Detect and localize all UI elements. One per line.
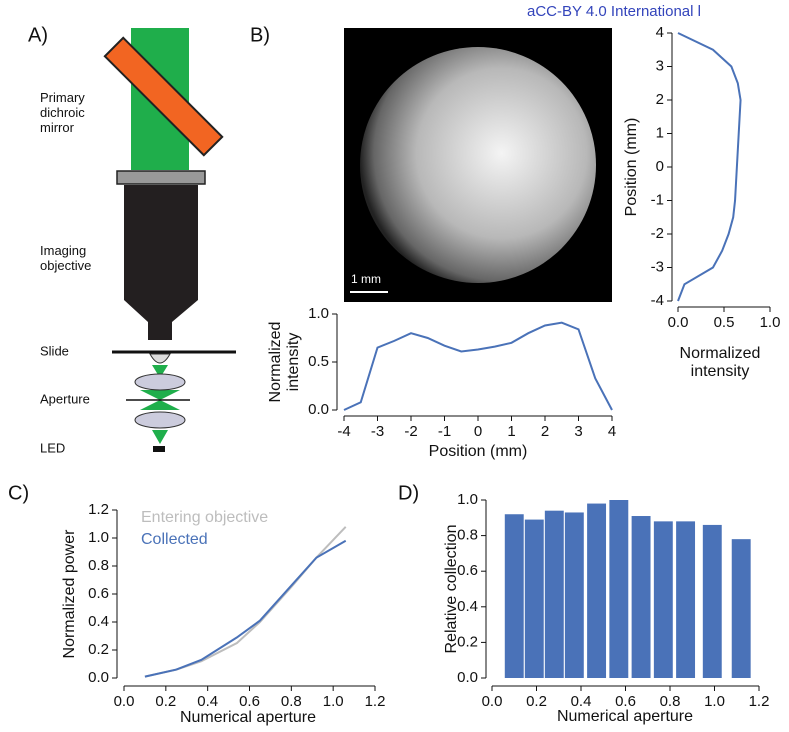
x-axis-label: Position (mm) bbox=[428, 443, 528, 460]
x-axis-label: Numerical aperture bbox=[179, 709, 317, 726]
y-tick-label: 1.0 bbox=[88, 529, 109, 546]
diagram-label: LED bbox=[40, 440, 65, 455]
bar bbox=[524, 519, 544, 678]
x-tick-label: 0.6 bbox=[615, 693, 636, 710]
y-tick-label: 1.0 bbox=[457, 491, 478, 508]
y-tick-label: 0.2 bbox=[457, 633, 478, 650]
y-tick-label: 0.8 bbox=[88, 557, 109, 574]
microscope-diagram bbox=[103, 28, 236, 452]
x-tick-label: 0 bbox=[474, 423, 482, 440]
x-tick-label: 0.6 bbox=[239, 693, 260, 710]
legend-label: Entering objective bbox=[141, 509, 268, 526]
diagram-label: Primary dichroic mirror bbox=[40, 90, 85, 135]
data-line bbox=[343, 321, 613, 411]
bar bbox=[676, 521, 696, 678]
bar bbox=[544, 510, 564, 678]
diagram-label: Aperture bbox=[40, 391, 90, 406]
panel-label: C) bbox=[8, 482, 29, 504]
y-tick-label: 0.0 bbox=[308, 401, 329, 418]
x-tick-label: 0.0 bbox=[668, 314, 689, 331]
bar bbox=[653, 521, 673, 678]
x-tick-label: 1.2 bbox=[365, 693, 386, 710]
y-tick-label: 1.0 bbox=[308, 305, 329, 322]
x-tick-label: -1 bbox=[438, 423, 451, 440]
x-axis-label: Numerical aperture bbox=[556, 708, 694, 725]
y-axis-label: Normalized power bbox=[61, 529, 78, 659]
x-tick-label: 4 bbox=[608, 423, 616, 440]
y-tick-label: 0.5 bbox=[308, 353, 329, 370]
y-tick-label: 0.0 bbox=[88, 669, 109, 686]
x-tick-label: 0.0 bbox=[482, 693, 503, 710]
bar bbox=[731, 539, 751, 678]
beam-spot bbox=[360, 47, 596, 283]
x-tick-label: -2 bbox=[404, 423, 417, 440]
y-tick-label: 1 bbox=[656, 124, 664, 141]
diagram-label: Slide bbox=[40, 343, 69, 358]
y-tick-label: 0.2 bbox=[88, 641, 109, 658]
x-axis-label: Normalized intensity bbox=[679, 345, 761, 380]
y-tick-label: 0.4 bbox=[88, 613, 109, 630]
y-tick-label: 0.4 bbox=[457, 598, 478, 615]
bar bbox=[587, 503, 607, 678]
scale-bar-label: 1 mm bbox=[351, 272, 381, 286]
y-tick-label: 4 bbox=[656, 24, 664, 41]
bar bbox=[702, 524, 722, 678]
license-text: aCC-BY 4.0 International l bbox=[527, 3, 701, 20]
y-axis-label: Relative collection bbox=[443, 524, 460, 654]
x-tick-label: 1.0 bbox=[760, 314, 781, 331]
x-tick-label: 0.2 bbox=[155, 693, 176, 710]
y-tick-label: 2 bbox=[656, 91, 664, 108]
bar bbox=[564, 512, 584, 678]
y-axis-label: Normalized intensity bbox=[267, 321, 302, 403]
x-tick-label: 1.0 bbox=[704, 693, 725, 710]
x-tick-label: 0.8 bbox=[281, 693, 302, 710]
x-tick-label: -3 bbox=[371, 423, 384, 440]
x-tick-label: 0.4 bbox=[571, 693, 592, 710]
y-tick-label: 0.6 bbox=[457, 562, 478, 579]
x-tick-label: 0.8 bbox=[660, 693, 681, 710]
panel-label: D) bbox=[398, 482, 419, 504]
y-tick-label: 0.0 bbox=[457, 669, 478, 686]
x-tick-label: 1 bbox=[507, 423, 515, 440]
y-tick-label: 1.2 bbox=[88, 501, 109, 518]
y-axis-label: Position (mm) bbox=[623, 117, 640, 217]
legend-label: Collected bbox=[141, 531, 208, 548]
diagram-label: Imaging objective bbox=[40, 243, 92, 273]
bar bbox=[609, 500, 629, 678]
y-tick-label: -3 bbox=[651, 258, 664, 275]
data-line bbox=[144, 526, 347, 678]
data-line bbox=[144, 539, 347, 678]
x-tick-label: 2 bbox=[541, 423, 549, 440]
x-tick-label: 0.5 bbox=[714, 314, 735, 331]
x-tick-label: 0.2 bbox=[526, 693, 547, 710]
x-tick-label: -4 bbox=[337, 423, 350, 440]
x-tick-label: 0.4 bbox=[197, 693, 218, 710]
y-tick-label: -2 bbox=[651, 225, 664, 242]
y-tick-label: 0.6 bbox=[88, 585, 109, 602]
panel-label: A) bbox=[28, 24, 48, 46]
y-tick-label: 0.8 bbox=[457, 527, 478, 544]
data-line bbox=[677, 32, 742, 302]
panel-label: B) bbox=[250, 24, 270, 46]
bar bbox=[631, 516, 651, 678]
x-tick-label: 1.2 bbox=[749, 693, 770, 710]
y-tick-label: 3 bbox=[656, 57, 664, 74]
x-tick-label: 0.0 bbox=[114, 693, 135, 710]
x-tick-label: 1.0 bbox=[323, 693, 344, 710]
y-tick-label: -1 bbox=[651, 191, 664, 208]
x-tick-label: 3 bbox=[574, 423, 582, 440]
bar bbox=[504, 514, 524, 678]
y-tick-label: 0 bbox=[656, 158, 664, 175]
y-tick-label: -4 bbox=[651, 292, 664, 309]
